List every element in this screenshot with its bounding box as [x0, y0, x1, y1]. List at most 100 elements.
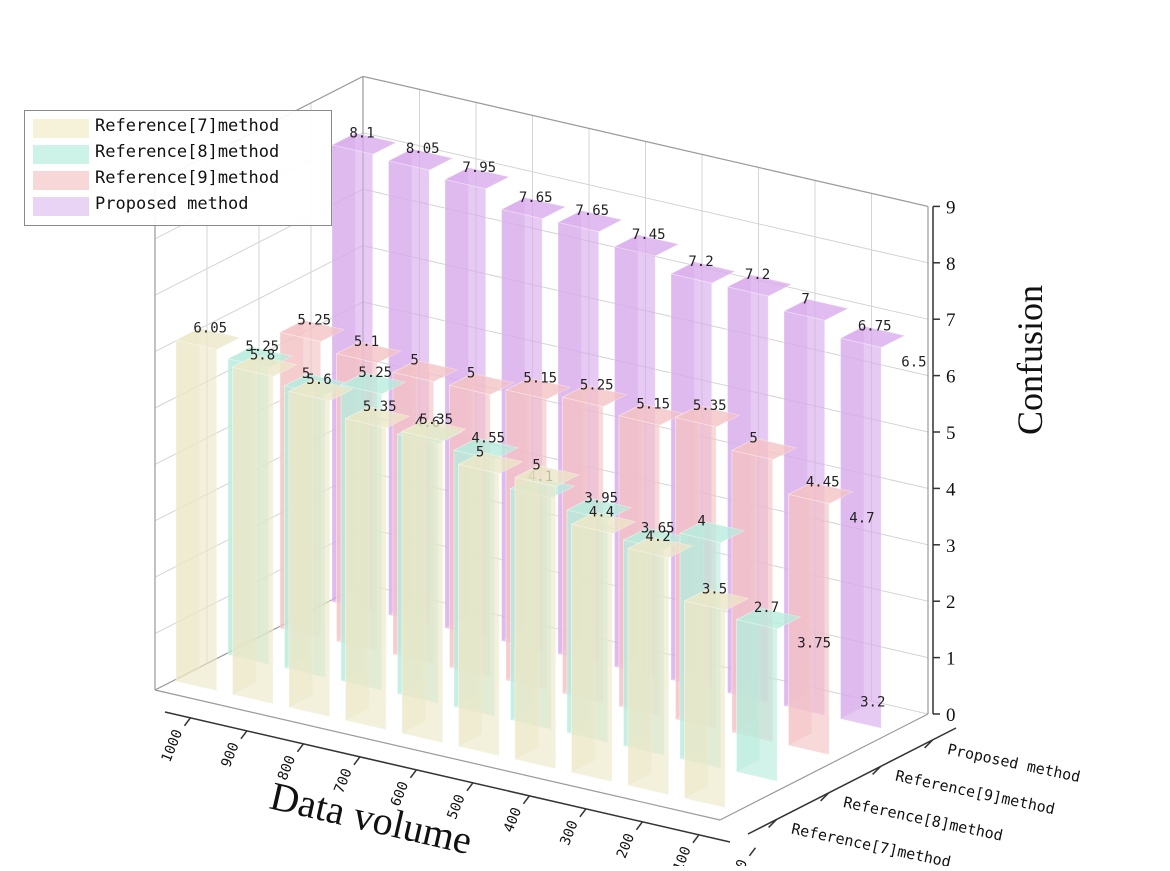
bar-front	[684, 600, 726, 809]
data-label: 4.7	[849, 510, 874, 526]
x-tick	[409, 769, 418, 779]
data-label: 7.45	[632, 227, 666, 243]
data-label: 5	[410, 353, 418, 369]
bar-reference-7-method: 5.35	[400, 412, 468, 744]
data-label: 5	[749, 431, 757, 447]
bar-front	[840, 337, 882, 729]
data-label: 5.8	[250, 348, 275, 364]
data-label: 7.2	[745, 267, 770, 283]
legend-swatch	[33, 119, 89, 138]
data-label: 4.55	[471, 431, 505, 447]
frame-edge	[719, 713, 929, 821]
data-label: 8.1	[349, 125, 374, 141]
data-label: 3.5	[702, 581, 727, 597]
data-label: 4.2	[645, 529, 670, 545]
x-tick-label: 200	[614, 831, 638, 860]
data-label: 5	[532, 458, 540, 474]
x-tick	[466, 782, 474, 792]
data-label: 6.5	[901, 354, 926, 370]
bar-reference-7-method: 3.5	[683, 581, 750, 809]
data-label: 2.7	[754, 600, 779, 616]
bar-reference-7-method: 4.4	[570, 505, 637, 783]
depth-tick-label: Proposed method	[946, 740, 1082, 786]
bar-reference-7-method: 5	[457, 445, 524, 757]
z-tick-label: 6	[946, 367, 956, 388]
x-tick	[635, 821, 644, 831]
x-tick	[240, 730, 248, 740]
bar-front	[514, 476, 557, 770]
legend-item-reference-9: Reference[9]method	[25, 167, 331, 193]
data-label: 7.95	[462, 160, 496, 176]
bars: 8.1 8.05 7.95 7.65 7.65 7.45 7.2 7.2 7 6.75 6.5 5.2…	[174, 125, 927, 809]
data-label: 5.25	[297, 313, 331, 329]
legend-item-proposed: Proposed method	[25, 193, 331, 219]
bar-proposed-method: 6.75	[839, 319, 906, 729]
x-tick	[579, 808, 587, 818]
z-tick-label: 0	[946, 705, 956, 726]
depth-tick	[768, 818, 778, 828]
legend-item-reference-8: Reference[8]method	[25, 141, 331, 167]
data-label: 3.95	[584, 490, 618, 506]
data-label: 5.1	[354, 334, 379, 350]
data-label: 5.6	[306, 372, 331, 388]
z-tick-label: 5	[946, 423, 956, 444]
legend-label: Reference[7]method	[95, 116, 280, 136]
data-label: 3.2	[860, 695, 885, 711]
data-label: 7.65	[519, 190, 553, 206]
data-label: 5.25	[358, 365, 392, 381]
x-axis-line	[164, 711, 731, 843]
data-label: 3.65	[641, 520, 675, 536]
bar-reference-7-method: 5	[513, 458, 581, 770]
z-tick-label: 4	[946, 479, 956, 500]
bar-front	[345, 418, 387, 731]
bar-front	[401, 431, 444, 744]
x-tick	[748, 847, 757, 857]
data-label: 7.2	[688, 254, 713, 270]
chart-legend: Reference[7]method Reference[8]method Re…	[24, 110, 332, 226]
data-label: 8.05	[406, 141, 440, 157]
bar-front	[571, 523, 613, 783]
grid-line	[362, 132, 929, 264]
bar-front	[788, 493, 830, 756]
data-label: 7.65	[575, 203, 609, 219]
frame-edge	[154, 689, 721, 821]
data-label: 5	[467, 366, 475, 382]
data-label: 5.35	[419, 412, 453, 428]
data-label: 5.35	[693, 398, 727, 414]
depth-tick	[924, 739, 934, 749]
x-axis-title: Data volume	[266, 773, 476, 863]
legend-label: Proposed method	[95, 194, 249, 214]
bar-front	[175, 339, 218, 692]
data-label: 5.35	[363, 399, 397, 415]
legend-item-reference-7: Reference[7]method	[25, 115, 331, 141]
x-tick	[183, 717, 192, 727]
legend-label: Reference[9]method	[95, 168, 280, 188]
x-tick	[522, 795, 531, 805]
data-label: 4	[697, 514, 705, 530]
bar-front	[288, 390, 331, 718]
z-tick-label: 2	[946, 592, 956, 613]
data-label: 6.05	[193, 320, 227, 336]
data-label: 5	[302, 366, 310, 382]
frame-edge	[362, 75, 929, 207]
x-tick	[296, 743, 305, 753]
legend-swatch	[33, 197, 89, 216]
z-tick-label: 8	[946, 254, 956, 275]
depth-tick	[820, 792, 830, 802]
z-tick-label: 3	[946, 536, 956, 557]
bar-reference-7-method: 6.05	[174, 320, 242, 692]
z-tick-label: 1	[946, 649, 956, 670]
bar-reference-8-method: 2.7	[735, 600, 802, 782]
bar-front	[627, 547, 670, 796]
bar-front	[736, 619, 778, 782]
depth-axis: Reference[7]methodReference[8]methodRefe…	[747, 727, 1082, 871]
bar-reference-7-method: 5.8	[231, 348, 298, 705]
data-label: 5.25	[245, 339, 279, 355]
data-label: 5.15	[636, 396, 670, 412]
depth-tick	[872, 765, 882, 775]
z-axis-title: Confusion	[1010, 285, 1050, 435]
x-tick-label: 100	[670, 844, 694, 866]
legend-swatch	[33, 171, 89, 190]
